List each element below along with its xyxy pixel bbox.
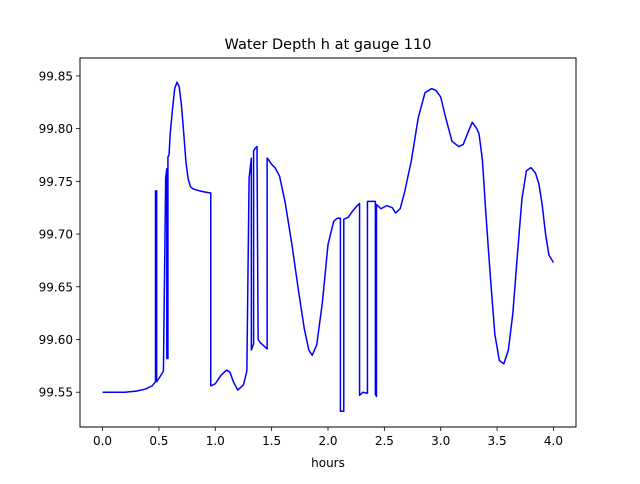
y-tick-label: 99.65 [39, 280, 73, 294]
y-tick-label: 99.75 [39, 175, 73, 189]
x-axis-label: hours [311, 456, 345, 470]
y-tick-label: 99.85 [39, 69, 73, 83]
y-tick-label: 99.60 [39, 333, 73, 347]
chart-title: Water Depth h at gauge 110 [225, 37, 432, 53]
x-tick-label: 0.5 [149, 434, 168, 448]
ticks-layer: 0.0 0.5 1.0 1.5 2.0 2.5 3.0 3.5 4.0 99.55 99.60 99.… [39, 69, 563, 448]
x-tick-label: 1.0 [206, 434, 225, 448]
y-tick-label: 99.70 [39, 228, 73, 242]
x-tick-label: 2.0 [318, 434, 337, 448]
y-tick-label: 99.80 [39, 122, 73, 136]
x-tick-label: 4.0 [544, 434, 563, 448]
x-tick-label: 3.5 [488, 434, 507, 448]
water-depth-series-line [102, 81, 555, 412]
x-tick-label: 0.0 [93, 434, 112, 448]
x-tick-label: 1.5 [262, 434, 281, 448]
x-tick-label: 3.0 [431, 434, 450, 448]
line-layer [102, 81, 555, 412]
x-tick-label: 2.5 [375, 434, 394, 448]
plot-area-frame [79, 57, 577, 428]
y-tick-label: 99.55 [39, 386, 73, 400]
